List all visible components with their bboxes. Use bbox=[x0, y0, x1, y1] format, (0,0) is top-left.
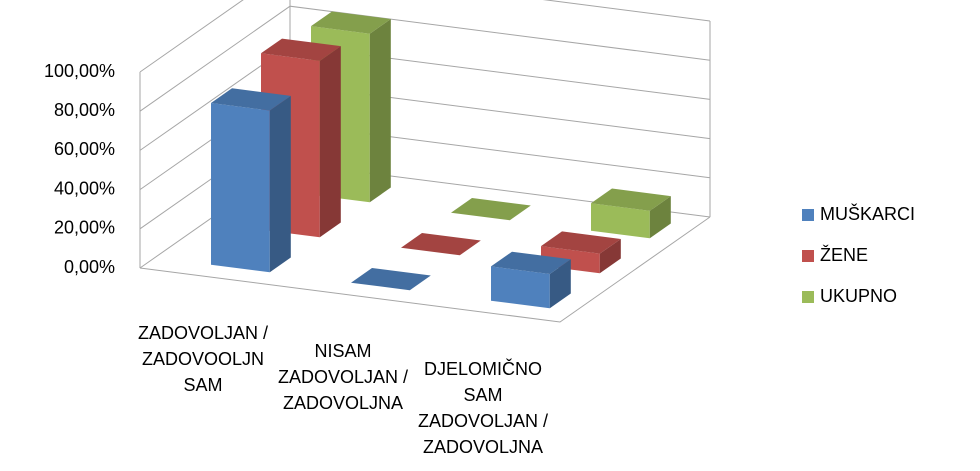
y-tick-label: 40,00% bbox=[54, 178, 115, 198]
bar-top bbox=[401, 233, 481, 256]
y-tick-label: 60,00% bbox=[54, 139, 115, 159]
legend-swatch bbox=[802, 291, 814, 303]
grid-line bbox=[139, 5, 711, 112]
grid-line bbox=[139, 0, 711, 73]
legend-label: MUŠKARCI bbox=[820, 203, 915, 224]
bar bbox=[401, 233, 481, 256]
y-tick-label: 100,00% bbox=[44, 61, 115, 81]
bar-top bbox=[211, 88, 291, 111]
y-tick-label: 0,00% bbox=[64, 257, 115, 277]
bar-side bbox=[549, 259, 571, 309]
bar-top bbox=[261, 38, 341, 61]
bar-top bbox=[351, 268, 431, 291]
y-tick-label: 80,00% bbox=[54, 100, 115, 120]
bar bbox=[491, 251, 571, 309]
y-tick-label: 20,00% bbox=[54, 218, 115, 238]
legend-swatch bbox=[802, 250, 814, 262]
bar-top bbox=[541, 231, 621, 254]
bar-top bbox=[311, 11, 391, 34]
legend-swatch bbox=[802, 209, 814, 221]
bar bbox=[451, 198, 531, 221]
floor bbox=[139, 216, 711, 323]
legend-label: UKUPNO bbox=[820, 286, 897, 306]
bar-side bbox=[599, 238, 621, 274]
x-tick-label: NISAM ZADOVOLJAN / ZADOVOLJNA bbox=[278, 341, 408, 413]
bar-front bbox=[491, 266, 550, 309]
bar-side bbox=[269, 95, 291, 273]
bar-top bbox=[591, 188, 671, 211]
bar bbox=[351, 268, 431, 291]
bar-side bbox=[319, 46, 341, 238]
bar-front bbox=[211, 103, 270, 273]
bar-top bbox=[491, 251, 571, 274]
bar bbox=[591, 188, 671, 239]
bar-side bbox=[369, 19, 391, 203]
bar-front bbox=[591, 203, 650, 239]
x-tick-label: DJELOMIČNO SAM ZADOVOLJAN / ZADOVOLJNA bbox=[418, 358, 548, 457]
legend-label: ŽENE bbox=[820, 245, 868, 265]
x-tick-label: ZADOVOLJAN / ZADOVOOLJN SAM bbox=[138, 323, 268, 395]
bar bbox=[211, 88, 291, 273]
bar-side bbox=[649, 196, 671, 239]
bar-top bbox=[451, 198, 531, 221]
